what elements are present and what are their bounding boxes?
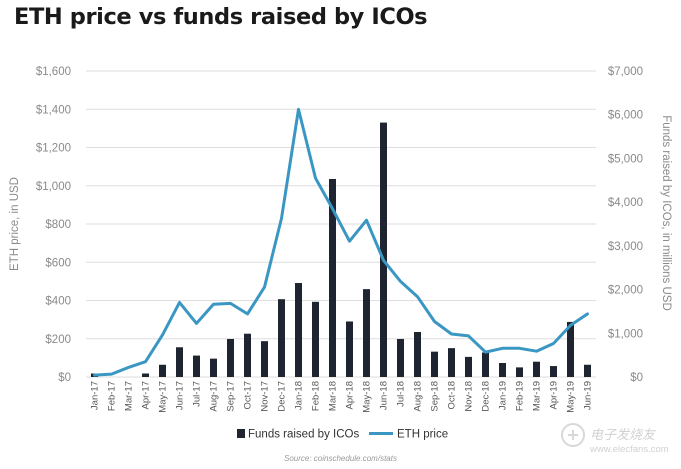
- x-tick-label: Mar-17: [124, 381, 135, 411]
- left-tick-label: $1,400: [36, 104, 71, 116]
- x-tick-label: Jun-19: [583, 381, 594, 410]
- left-tick-label: $1,000: [36, 181, 71, 193]
- x-tick-label: Jan-19: [498, 381, 509, 410]
- legend: Funds raised by ICOs ETH price: [237, 429, 448, 441]
- bar: [142, 373, 149, 377]
- x-tick-label: Nov-17: [260, 381, 271, 412]
- gridlines: [86, 70, 596, 378]
- bar: [414, 331, 421, 377]
- left-tick-label: $1,200: [36, 143, 71, 155]
- right-tick-label: $0: [630, 372, 643, 384]
- right-tick-label: $5,000: [608, 153, 643, 165]
- x-tick-label: May-19: [566, 381, 577, 413]
- bar: [363, 289, 370, 377]
- bar: [448, 348, 455, 377]
- right-axis-title: Funds raised by ICOs, in millions USD: [660, 115, 672, 311]
- right-tick-label: $3,000: [608, 241, 643, 253]
- bar: [261, 341, 268, 377]
- x-tick-label: Oct-18: [447, 381, 458, 410]
- legend-line-label: ETH price: [397, 429, 448, 441]
- right-tick-label: $4,000: [608, 197, 643, 209]
- left-axis-title: ETH price, in USD: [9, 177, 21, 271]
- x-tick-label: Apr-18: [345, 381, 356, 410]
- bar: [329, 178, 336, 377]
- x-tick-label: May-18: [362, 381, 373, 413]
- watermark-icon: [561, 423, 585, 447]
- left-tick-label: $600: [45, 257, 71, 269]
- x-axis-ticks: Jan-17 Feb-17 Mar-17 Apr-17 May-17 Jun-17 Jul-…: [90, 381, 594, 413]
- x-tick-label: Aug-18: [413, 381, 424, 412]
- x-tick-label: Jun-17: [175, 381, 186, 410]
- bar: [312, 301, 319, 377]
- left-axis-ticks: $0 $200 $400 $600 $800 $1,000 $1,200 $1,400 $1,6…: [36, 66, 71, 384]
- right-tick-label: $1,000: [608, 328, 643, 340]
- bar: [533, 361, 540, 377]
- source-note: Source: coinschedule.com/stats: [284, 454, 397, 463]
- left-tick-label: $800: [45, 219, 71, 231]
- bar: [431, 351, 438, 377]
- bar: [499, 363, 506, 377]
- x-tick-label: Sep-18: [430, 381, 441, 412]
- x-tick-label: Oct-17: [243, 381, 254, 410]
- watermark-url: www.elecfans.com: [590, 444, 669, 455]
- legend-bar-swatch: [237, 429, 245, 438]
- watermark-text: 电子发烧友: [590, 428, 656, 443]
- x-tick-label: Dec-17: [277, 381, 288, 412]
- bar: [482, 352, 489, 377]
- bar: [397, 338, 404, 377]
- bar: [584, 364, 591, 377]
- bar: [244, 333, 251, 377]
- x-tick-label: Jan-18: [294, 381, 305, 410]
- bar: [550, 366, 557, 377]
- chart-title: ETH price vs funds raised by ICOs: [14, 4, 428, 30]
- bar: [176, 347, 183, 377]
- bar: [346, 321, 353, 377]
- x-tick-label: Apr-19: [549, 381, 560, 410]
- left-tick-label: $1,600: [36, 66, 71, 78]
- right-tick-label: $2,000: [608, 285, 643, 297]
- left-tick-label: $0: [58, 372, 71, 384]
- x-tick-label: Mar-19: [532, 381, 543, 411]
- axis-titles: ETH price, in USD Funds raised by ICOs, i…: [9, 115, 672, 311]
- x-tick-label: Dec-18: [481, 381, 492, 412]
- bar: [380, 122, 387, 377]
- bar-series: [91, 122, 591, 377]
- x-tick-label: Jul-18: [396, 381, 407, 407]
- x-tick-label: Feb-19: [515, 381, 526, 411]
- bar: [227, 338, 234, 377]
- x-tick-label: Feb-17: [107, 381, 118, 411]
- x-tick-label: Apr-17: [141, 381, 152, 410]
- line-series: [93, 107, 589, 377]
- bar: [567, 321, 574, 377]
- bar: [278, 299, 285, 377]
- eth-price-line: [93, 107, 589, 377]
- x-tick-label: Jun-18: [379, 381, 390, 410]
- left-tick-label: $400: [45, 296, 71, 308]
- right-tick-label: $6,000: [608, 110, 643, 122]
- x-tick-label: Mar-18: [328, 381, 339, 411]
- x-tick-label: Jul-17: [192, 381, 203, 407]
- bar: [516, 367, 523, 377]
- bar: [159, 364, 166, 377]
- right-axis-ticks: $0 $1,000 $2,000 $3,000 $4,000 $5,000 $6,000 $7…: [608, 66, 643, 384]
- x-tick-label: Jan-17: [90, 381, 101, 410]
- x-tick-label: Nov-18: [464, 381, 475, 412]
- x-tick-label: May-17: [158, 381, 169, 413]
- bar: [295, 283, 302, 377]
- legend-bar-label: Funds raised by ICOs: [248, 429, 359, 441]
- left-tick-label: $200: [45, 334, 71, 346]
- bar: [210, 358, 217, 377]
- x-tick-label: Feb-18: [311, 381, 322, 411]
- watermark-logo: 电子发烧友 www.elecfans.com: [560, 420, 672, 462]
- bar: [193, 355, 200, 377]
- x-tick-label: Sep-17: [226, 381, 237, 412]
- x-tick-label: Aug-17: [209, 381, 220, 412]
- bar: [465, 356, 472, 377]
- right-tick-label: $7,000: [608, 66, 643, 78]
